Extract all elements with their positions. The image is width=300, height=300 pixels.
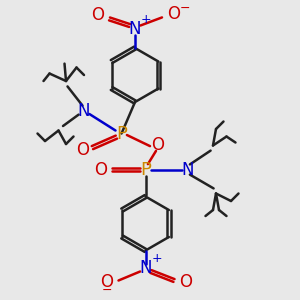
Text: O: O: [76, 141, 89, 159]
Text: O: O: [167, 4, 181, 22]
Text: N: N: [181, 160, 194, 178]
Text: O: O: [179, 273, 193, 291]
Text: +: +: [152, 252, 162, 265]
Text: O: O: [92, 6, 105, 24]
Text: N: N: [129, 20, 141, 38]
Text: P: P: [116, 124, 127, 142]
Text: N: N: [139, 259, 152, 277]
Text: −: −: [101, 284, 112, 297]
Text: O: O: [152, 136, 165, 154]
Text: O: O: [94, 160, 107, 178]
Text: P: P: [140, 160, 151, 178]
Text: N: N: [78, 102, 90, 120]
Text: +: +: [141, 13, 152, 26]
Text: −: −: [179, 2, 190, 15]
Text: O: O: [100, 273, 113, 291]
